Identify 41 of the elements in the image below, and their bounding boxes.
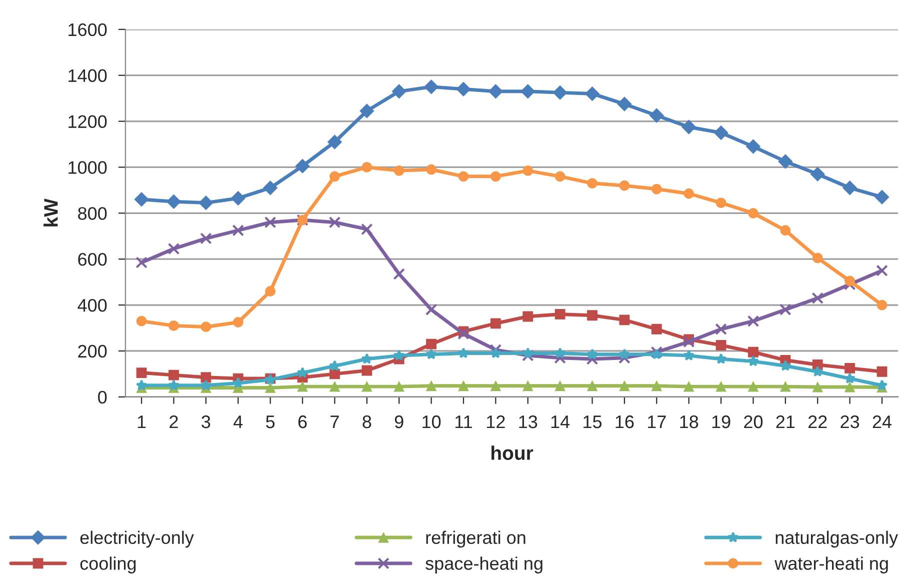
x-tick-label: 5 [266,416,275,428]
x-tick-label: 22 [808,415,827,428]
x-tick-label: 3 [202,415,210,428]
x-tick-label: 12 [487,415,505,428]
x-tick-label: 23 [840,415,860,428]
x-tick-label: 8 [362,415,372,428]
y-tick-label: 400 [78,298,107,312]
x-tick-label: 16 [616,415,634,428]
x-tick-label: 1 [138,416,146,428]
x-tick-label: 20 [744,415,763,428]
x-tick-label: 6 [298,415,307,428]
x-axis-title: hour [492,446,534,460]
x-tick-label: 18 [680,415,698,428]
legend-label: naturalgas-only [776,530,898,548]
x-tick-label: 21 [776,415,795,428]
x-tick-label: 24 [872,415,892,428]
y-axis-title: kW [44,198,58,226]
legend-label: water-heati ng [774,556,888,574]
x-tick-label: 14 [551,416,570,428]
x-tick-label: 11 [455,416,472,428]
x-tick-label: 19 [712,415,730,428]
legend-label: refrigerati on [426,530,526,548]
y-tick-label: 800 [78,207,107,220]
x-tick-label: 10 [422,415,441,428]
y-tick-label: 1400 [68,69,107,82]
x-tick-label: 15 [584,416,602,428]
x-tick-label: 4 [234,416,243,428]
y-tick-label: 600 [78,253,107,266]
x-tick-label: 17 [648,416,666,428]
y-tick-label: 1200 [68,115,107,128]
x-tick-label: 13 [519,415,538,428]
y-tick-label: 200 [78,344,107,358]
y-tick-label: 0 [98,390,107,404]
x-tick-label: 9 [394,415,404,428]
legend-label: cooling [80,556,136,574]
legend-label: space-heati ng [426,556,542,574]
x-tick-label: 2 [170,415,178,428]
x-tick-label: 7 [330,416,339,428]
y-tick-label: 1600 [68,23,107,36]
y-tick-label: 1000 [68,161,107,174]
legend-label: electricity-only [80,530,194,548]
